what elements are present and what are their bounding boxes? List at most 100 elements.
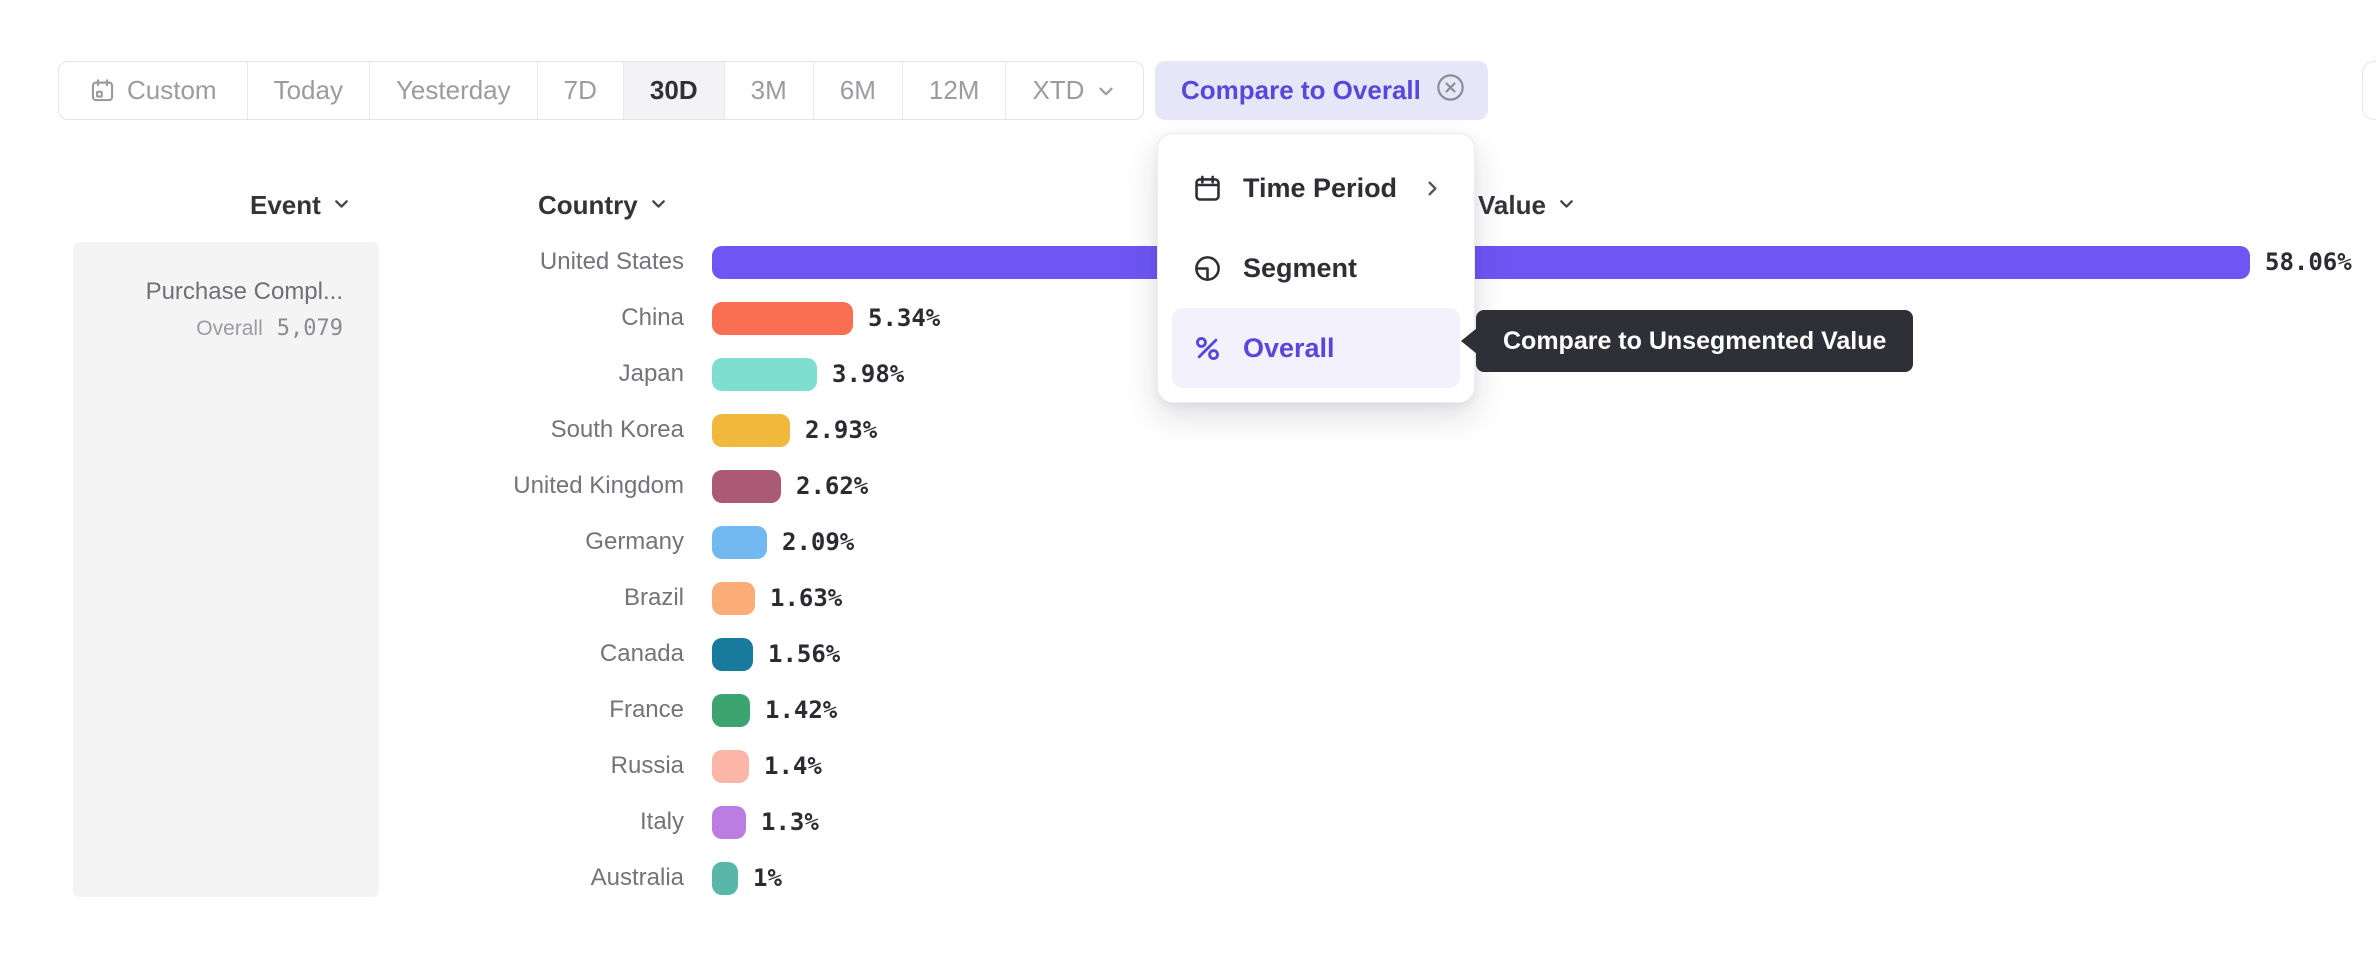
bar[interactable] — [712, 693, 750, 727]
range-button-xtd[interactable]: XTD — [1006, 62, 1143, 119]
bar-chart: United States 58.06% China 5.34% Japan 3… — [0, 234, 2376, 906]
tooltip-text: Compare to Unsegmented Value — [1503, 326, 1887, 355]
range-button-30d[interactable]: 30D — [623, 62, 725, 119]
chart-row: Canada 1.56% — [0, 626, 2376, 682]
menu-item-segment[interactable]: Segment — [1172, 228, 1460, 308]
event-panel[interactable]: Purchase Compl... Overall 5,079 — [73, 242, 379, 897]
bar[interactable] — [712, 245, 2250, 279]
range-label: 7D — [563, 75, 597, 105]
bar[interactable] — [712, 525, 767, 559]
compare-to-overall-button[interactable]: Compare to Overall — [1155, 61, 1488, 120]
value-label: 1.63% — [770, 584, 843, 612]
range-label: 12M — [928, 75, 980, 105]
chevron-down-icon — [331, 190, 352, 221]
bar[interactable] — [712, 805, 746, 839]
country-label: France — [609, 696, 684, 723]
overall-label: Overall — [196, 317, 263, 340]
chevron-down-icon — [1556, 190, 1577, 221]
range-label: XTD — [1032, 75, 1085, 105]
value-label: 1% — [753, 864, 782, 892]
bar[interactable] — [712, 637, 753, 671]
range-label: Yesterday — [395, 75, 511, 105]
column-header-label: Event — [250, 190, 321, 220]
percent-icon — [1192, 333, 1223, 364]
country-label: Italy — [639, 808, 684, 835]
menu-item-time-period[interactable]: Time Period — [1172, 148, 1460, 228]
column-header-country[interactable]: Country — [538, 190, 669, 221]
chart-row: China 5.34% — [0, 290, 2376, 346]
column-header-label: Value — [1478, 190, 1546, 220]
menu-item-label: Segment — [1243, 252, 1358, 283]
bar[interactable] — [712, 749, 749, 783]
range-button-yesterday[interactable]: Yesterday — [370, 62, 538, 119]
chart-row: United Kingdom 2.62% — [0, 458, 2376, 514]
range-label: 30D — [649, 75, 698, 105]
bar[interactable] — [712, 301, 853, 335]
bar[interactable] — [712, 357, 817, 391]
value-label: 1.56% — [768, 640, 841, 668]
range-button-7d[interactable]: 7D — [538, 62, 624, 119]
chart-row: Japan 3.98% — [0, 346, 2376, 402]
value-label: 2.62% — [796, 472, 869, 500]
country-label: China — [621, 304, 684, 331]
country-label: Canada — [599, 640, 684, 667]
chevron-down-icon — [1095, 80, 1117, 102]
country-label: Brazil — [623, 584, 684, 611]
chart-row: France 1.42% — [0, 682, 2376, 738]
range-button-3m[interactable]: 3M — [725, 62, 814, 119]
bar[interactable] — [712, 413, 790, 447]
segment-icon — [1192, 253, 1223, 284]
menu-item-overall[interactable]: Overall — [1172, 308, 1460, 388]
value-label: 2.93% — [805, 416, 878, 444]
country-label: South Korea — [550, 416, 684, 443]
compare-dropdown-menu: Time Period Segment Overall — [1157, 133, 1475, 403]
x-circle-icon[interactable] — [1435, 72, 1466, 110]
country-label: Australia — [590, 864, 684, 891]
event-name[interactable]: Purchase Compl... — [145, 278, 343, 305]
menu-item-label: Overall — [1243, 332, 1335, 363]
chart-row: South Korea 2.93% — [0, 402, 2376, 458]
range-label: Today — [273, 75, 343, 105]
clipped-button-right-edge[interactable] — [2362, 61, 2376, 120]
value-label: 1.42% — [765, 696, 838, 724]
value-label: 5.34% — [868, 304, 941, 332]
calendar-icon — [89, 77, 116, 104]
column-header-event[interactable]: Event — [250, 190, 352, 221]
value-label: 58.06% — [2265, 248, 2352, 276]
chevron-down-icon — [648, 190, 669, 221]
value-label: 1.3% — [761, 808, 819, 836]
bar[interactable] — [712, 469, 781, 503]
country-label: Germany — [585, 528, 684, 555]
time-range-toolbar: Custom Today Yesterday 7D 30D 3M 6M 12M … — [58, 61, 1145, 120]
value-label: 3.98% — [832, 360, 905, 388]
bar[interactable] — [712, 581, 755, 615]
column-header-value[interactable]: Value — [1478, 190, 1577, 221]
country-label: United Kingdom — [513, 472, 684, 499]
calendar-icon — [1192, 173, 1223, 204]
menu-item-label: Time Period — [1243, 172, 1398, 203]
country-label: United States — [539, 248, 684, 275]
range-label: Custom — [127, 75, 217, 105]
range-button-12m[interactable]: 12M — [903, 62, 1007, 119]
chevron-right-icon — [1421, 177, 1444, 200]
chart-row: Russia 1.4% — [0, 738, 2376, 794]
compare-label: Compare to Overall — [1181, 75, 1421, 105]
country-label: Russia — [610, 752, 684, 779]
column-header-label: Country — [538, 190, 638, 220]
event-overall-row: Overall 5,079 — [93, 316, 343, 341]
value-label: 2.09% — [782, 528, 855, 556]
tooltip: Compare to Unsegmented Value — [1476, 310, 1914, 372]
range-label: 6M — [839, 75, 876, 105]
range-button-6m[interactable]: 6M — [814, 62, 903, 119]
range-button-today[interactable]: Today — [248, 62, 370, 119]
chart-row: Italy 1.3% — [0, 794, 2376, 850]
chart-row: Germany 2.09% — [0, 514, 2376, 570]
overall-value: 5,079 — [276, 316, 343, 341]
event-card: Purchase Compl... Overall 5,079 — [73, 242, 379, 341]
chart-row: Brazil 1.63% — [0, 570, 2376, 626]
range-label: 3M — [750, 75, 787, 105]
value-label: 1.4% — [764, 752, 822, 780]
chart-row: Australia 1% — [0, 850, 2376, 906]
bar[interactable] — [712, 861, 738, 895]
range-button-custom[interactable]: Custom — [59, 62, 248, 119]
